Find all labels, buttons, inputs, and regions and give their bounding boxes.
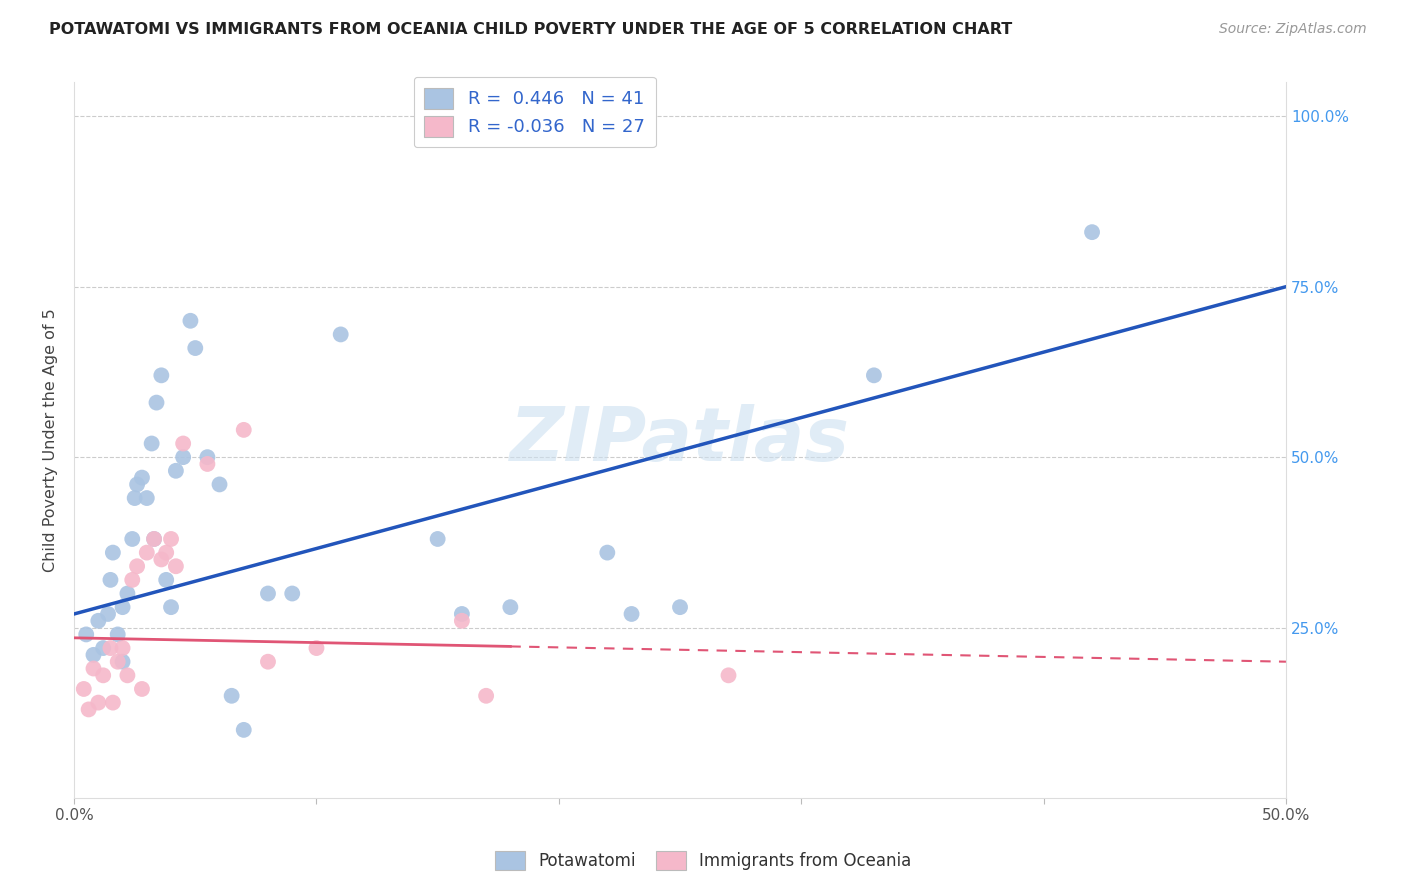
Point xyxy=(257,586,280,600)
Point xyxy=(451,614,474,628)
Point xyxy=(221,689,243,703)
Point xyxy=(717,668,740,682)
Point xyxy=(124,491,146,505)
Point xyxy=(172,436,194,450)
Point xyxy=(179,314,201,328)
Point xyxy=(135,546,157,560)
Point xyxy=(451,607,474,621)
Point xyxy=(1081,225,1104,239)
Point xyxy=(107,627,129,641)
Point xyxy=(111,655,134,669)
Point xyxy=(143,532,166,546)
Text: ZIPatlas: ZIPatlas xyxy=(510,403,851,476)
Legend: R =  0.446   N = 41, R = -0.036   N = 27: R = 0.446 N = 41, R = -0.036 N = 27 xyxy=(413,77,655,147)
Point xyxy=(101,696,124,710)
Point xyxy=(155,573,177,587)
Point xyxy=(499,600,522,615)
Point xyxy=(155,546,177,560)
Point xyxy=(135,491,157,505)
Text: POTAWATOMI VS IMMIGRANTS FROM OCEANIA CHILD POVERTY UNDER THE AGE OF 5 CORRELATI: POTAWATOMI VS IMMIGRANTS FROM OCEANIA CH… xyxy=(49,22,1012,37)
Point xyxy=(257,655,280,669)
Legend: Potawatomi, Immigrants from Oceania: Potawatomi, Immigrants from Oceania xyxy=(488,844,918,877)
Point xyxy=(97,607,120,621)
Point xyxy=(75,627,97,641)
Point xyxy=(150,552,173,566)
Point xyxy=(117,668,139,682)
Point xyxy=(305,641,328,656)
Point xyxy=(111,641,134,656)
Point xyxy=(82,661,104,675)
Point xyxy=(172,450,194,465)
Point xyxy=(121,573,143,587)
Point xyxy=(145,395,167,409)
Point xyxy=(87,614,110,628)
Point xyxy=(165,559,187,574)
Point xyxy=(596,546,619,560)
Point xyxy=(165,464,187,478)
Point xyxy=(197,457,219,471)
Point xyxy=(143,532,166,546)
Point xyxy=(208,477,231,491)
Point xyxy=(669,600,692,615)
Point xyxy=(100,573,122,587)
Point xyxy=(184,341,207,355)
Y-axis label: Child Poverty Under the Age of 5: Child Poverty Under the Age of 5 xyxy=(44,309,58,572)
Point xyxy=(863,368,886,383)
Point xyxy=(111,600,134,615)
Point xyxy=(121,532,143,546)
Point xyxy=(232,723,254,737)
Point xyxy=(87,696,110,710)
Text: Source: ZipAtlas.com: Source: ZipAtlas.com xyxy=(1219,22,1367,37)
Point xyxy=(101,546,124,560)
Point xyxy=(131,470,153,484)
Point xyxy=(77,702,100,716)
Point xyxy=(150,368,173,383)
Point xyxy=(73,681,96,696)
Point xyxy=(620,607,643,621)
Point xyxy=(131,681,153,696)
Point xyxy=(197,450,219,465)
Point xyxy=(426,532,449,546)
Point xyxy=(117,586,139,600)
Point xyxy=(127,477,149,491)
Point xyxy=(82,648,104,662)
Point xyxy=(281,586,304,600)
Point xyxy=(100,641,122,656)
Point xyxy=(329,327,352,342)
Point xyxy=(127,559,149,574)
Point xyxy=(91,641,114,656)
Point xyxy=(107,655,129,669)
Point xyxy=(232,423,254,437)
Point xyxy=(475,689,498,703)
Point xyxy=(160,532,183,546)
Point xyxy=(160,600,183,615)
Point xyxy=(91,668,114,682)
Point xyxy=(141,436,163,450)
